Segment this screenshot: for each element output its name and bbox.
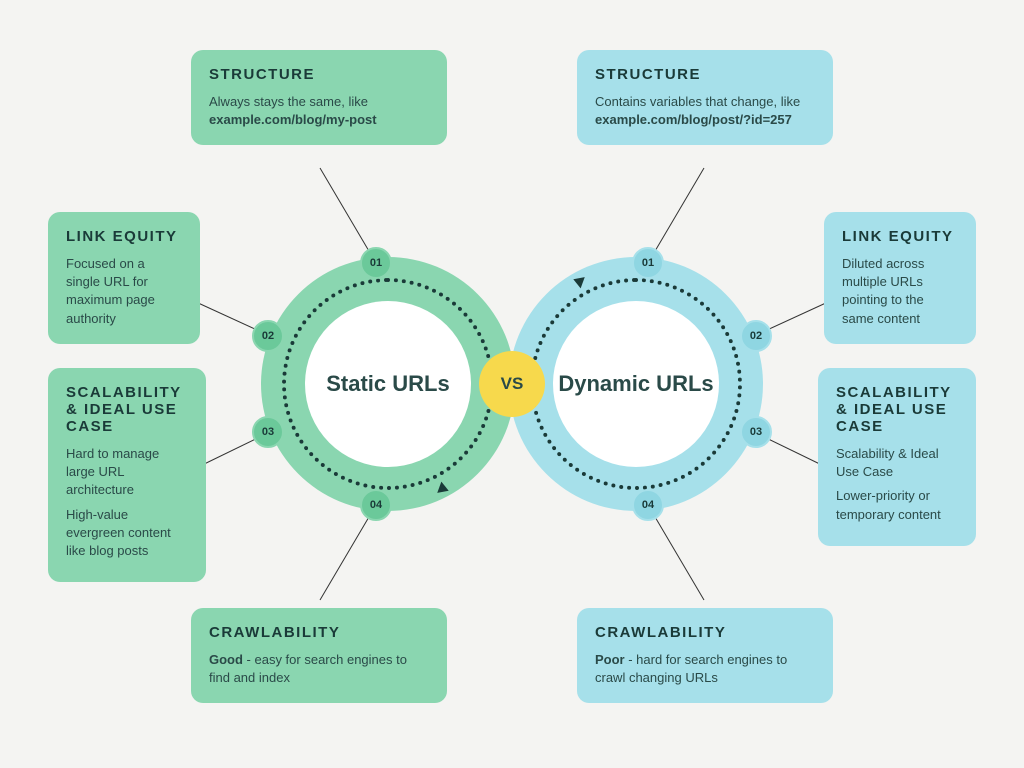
static-card-crawlability: CRAWLABILITY Good - easy for search engi… (191, 608, 447, 703)
badge-num: 03 (262, 426, 274, 438)
card-title: LINK EQUITY (842, 228, 958, 245)
card-text: - hard for search engines to crawl chang… (595, 652, 787, 685)
dynamic-label-text: Dynamic URLs (558, 370, 713, 398)
card-title: LINK EQUITY (66, 228, 182, 245)
badge-num: 01 (642, 257, 654, 269)
card-text: Contains variables that change, like (595, 94, 800, 109)
card-title: CRAWLABILITY (209, 624, 429, 641)
dynamic-card-crawlability: CRAWLABILITY Poor - hard for search engi… (577, 608, 833, 703)
badge-num: 01 (370, 257, 382, 269)
dynamic-ring-label: Dynamic URLs (553, 301, 719, 467)
static-badge-04: 04 (360, 489, 392, 521)
card-bold: Poor (595, 652, 625, 667)
card-line1: Scalability & Ideal Use Case (836, 445, 958, 481)
card-body: Contains variables that change, like exa… (595, 93, 815, 129)
vs-label: VS (501, 374, 524, 394)
badge-num: 04 (642, 499, 654, 511)
card-title: SCALABILITY & IDEAL USE CASE (66, 384, 188, 435)
static-card-structure: STRUCTURE Always stays the same, like ex… (191, 50, 447, 145)
badge-num: 03 (750, 426, 762, 438)
static-badge-01: 01 (360, 247, 392, 279)
dynamic-badge-04: 04 (632, 489, 664, 521)
card-title: STRUCTURE (209, 66, 429, 83)
card-text: Focused on a single URL for maximum page… (66, 255, 182, 328)
card-line1: Hard to manage large URL architecture (66, 445, 188, 500)
card-body: Scalability & Ideal Use Case Lower-prior… (836, 445, 958, 524)
static-ring-label: Static URLs (305, 301, 471, 467)
card-body: Good - easy for search engines to find a… (209, 651, 429, 687)
static-badge-03: 03 (252, 416, 284, 448)
card-text: Diluted across multiple URLs pointing to… (842, 255, 958, 328)
card-title: SCALABILITY & IDEAL USE CASE (836, 384, 958, 435)
card-line2: High-value evergreen content like blog p… (66, 506, 188, 561)
card-body: Hard to manage large URL architecture Hi… (66, 445, 188, 560)
card-line2: Lower-priority or temporary content (836, 487, 958, 523)
static-badge-02: 02 (252, 320, 284, 352)
badge-num: 02 (750, 330, 762, 342)
badge-num: 02 (262, 330, 274, 342)
static-card-scalability: SCALABILITY & IDEAL USE CASE Hard to man… (48, 368, 206, 582)
static-card-link-equity: LINK EQUITY Focused on a single URL for … (48, 212, 200, 344)
card-title: CRAWLABILITY (595, 624, 815, 641)
dynamic-badge-01: 01 (632, 247, 664, 279)
card-bold: Good (209, 652, 243, 667)
dynamic-badge-03: 03 (740, 416, 772, 448)
card-bold: example.com/blog/my-post (209, 112, 377, 127)
dynamic-card-structure: STRUCTURE Contains variables that change… (577, 50, 833, 145)
card-title: STRUCTURE (595, 66, 815, 83)
card-text: Always stays the same, like (209, 94, 368, 109)
card-body: Poor - hard for search engines to crawl … (595, 651, 815, 687)
dynamic-card-link-equity: LINK EQUITY Diluted across multiple URLs… (824, 212, 976, 344)
vs-badge: VS (479, 351, 545, 417)
badge-num: 04 (370, 499, 382, 511)
static-label-text: Static URLs (326, 370, 449, 398)
card-bold: example.com/blog/post/?id=257 (595, 112, 792, 127)
dynamic-badge-02: 02 (740, 320, 772, 352)
dynamic-card-scalability: SCALABILITY & IDEAL USE CASE Scalability… (818, 368, 976, 546)
card-body: Always stays the same, like example.com/… (209, 93, 429, 129)
